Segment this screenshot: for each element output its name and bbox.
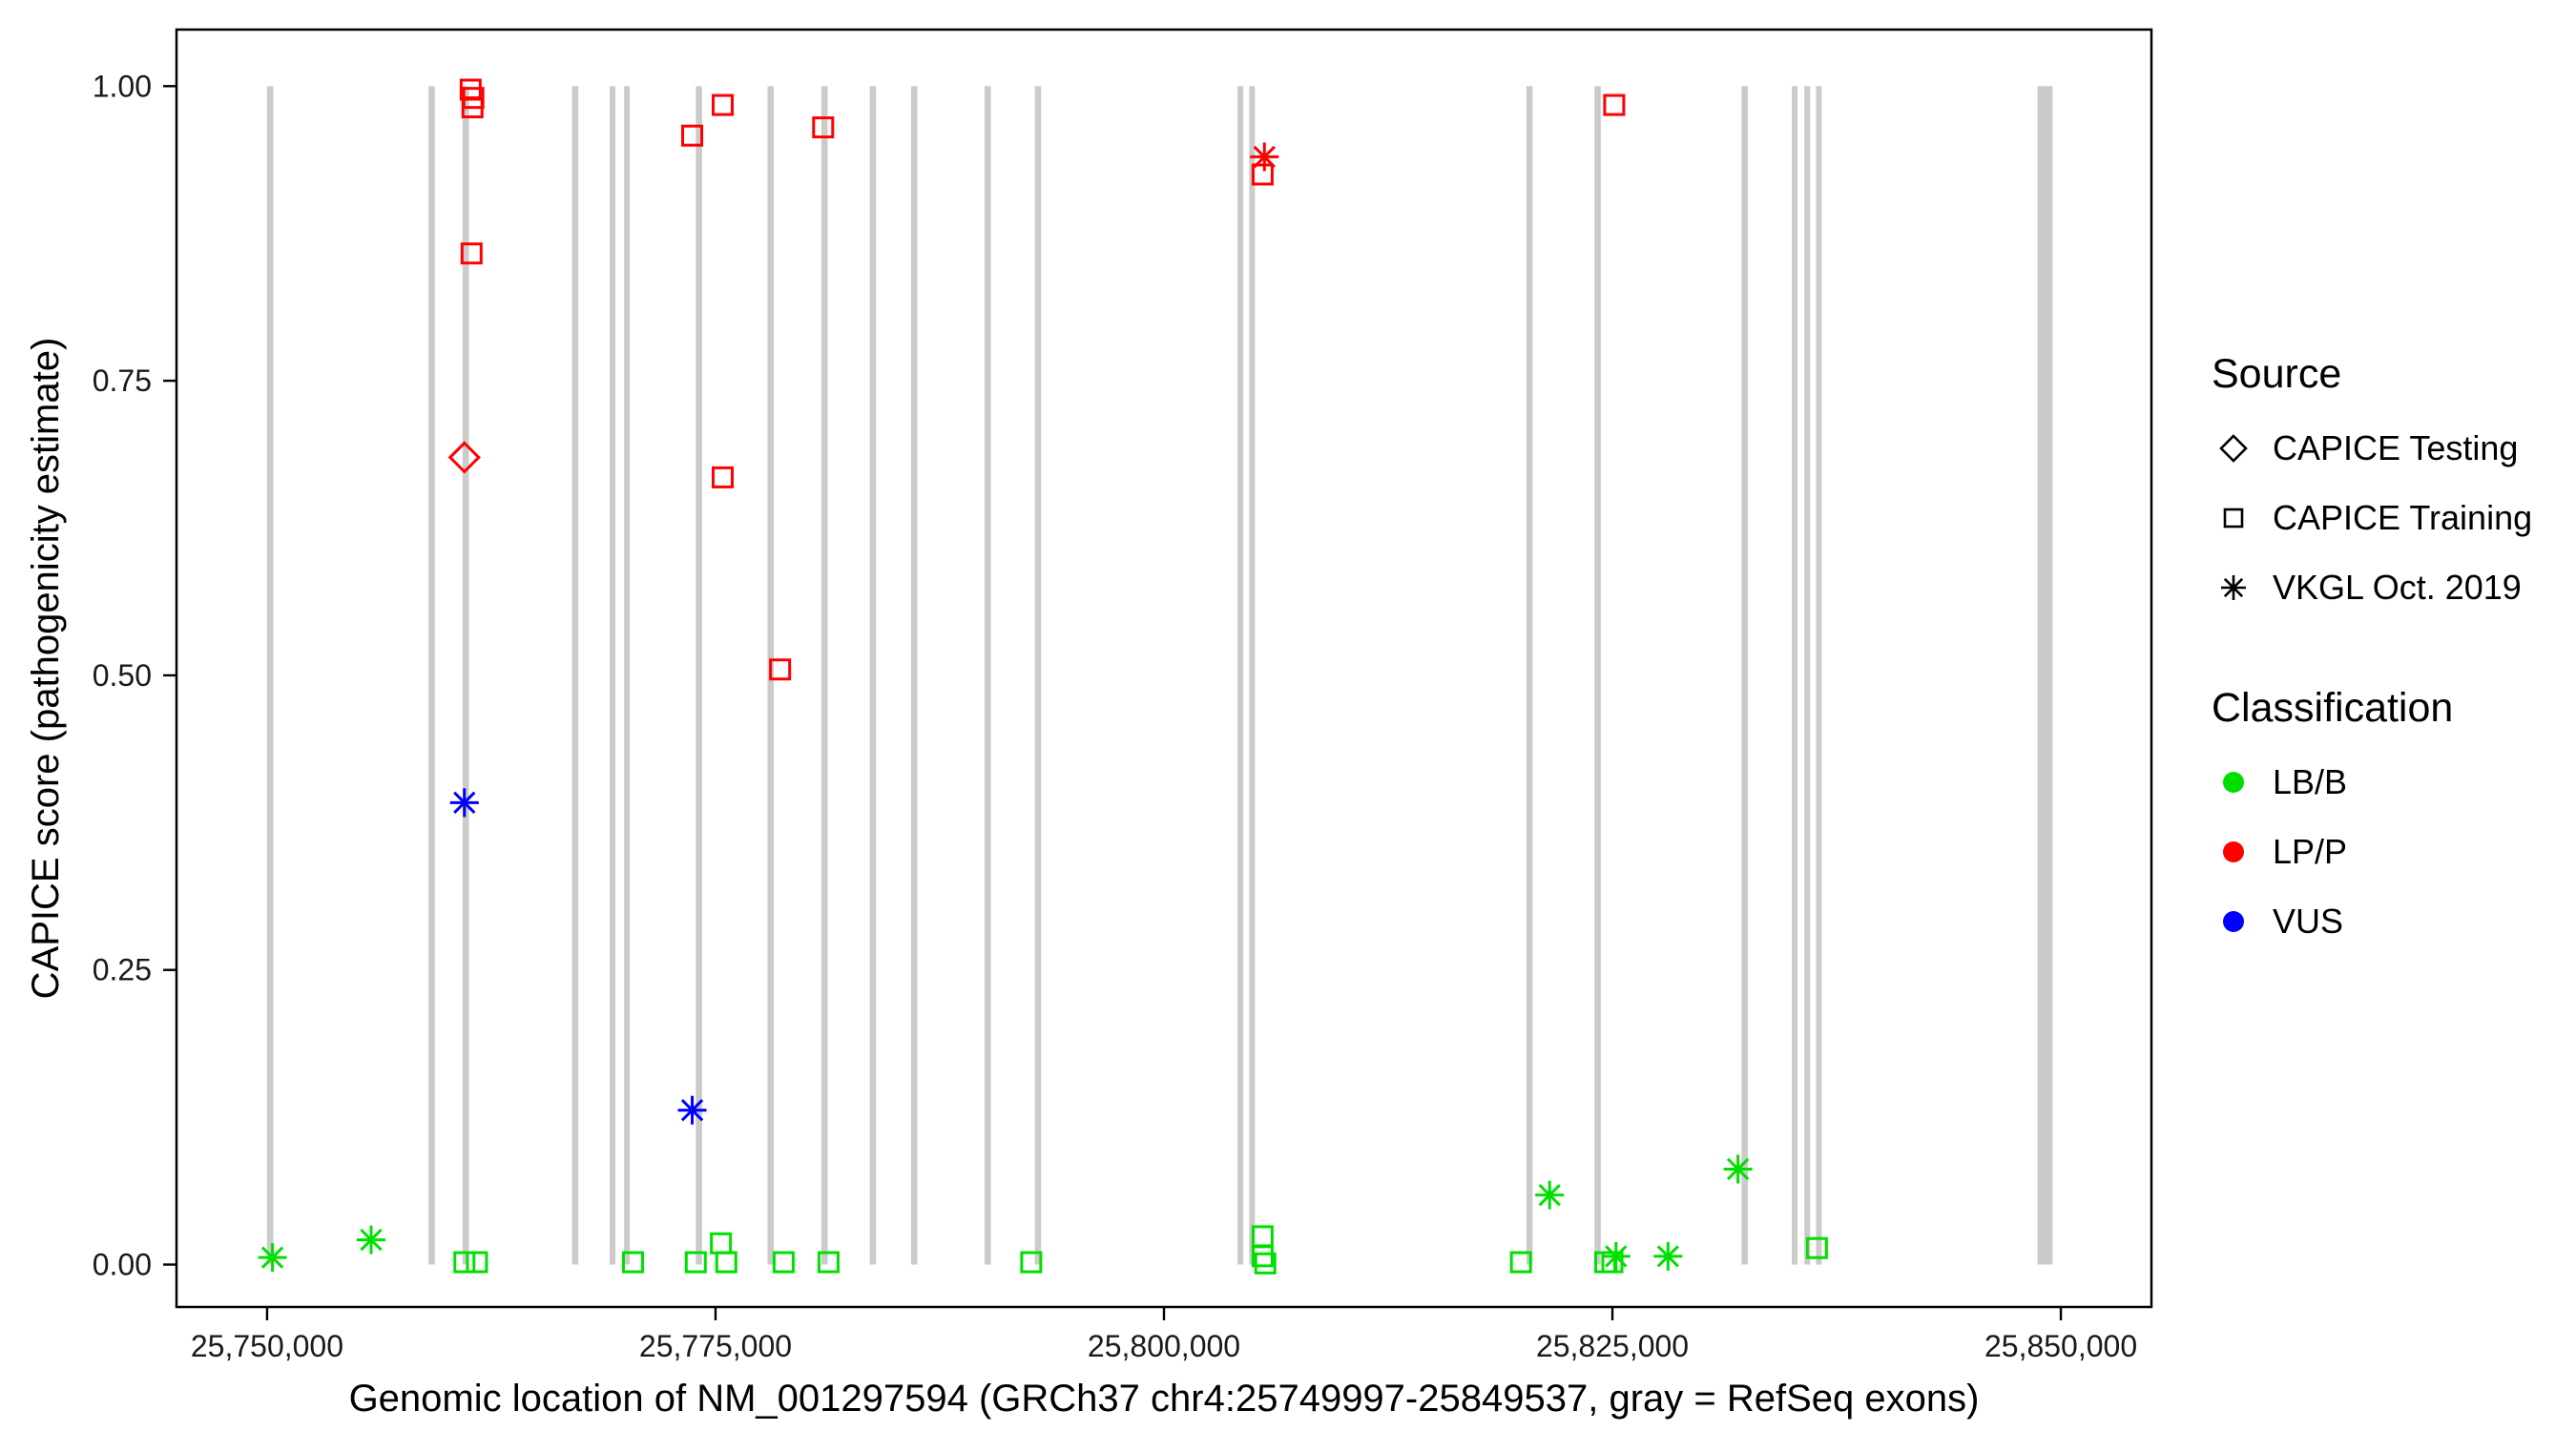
exon-bar (984, 86, 991, 1265)
square-icon (2223, 508, 2244, 528)
legend-item-label: LP/P (2273, 831, 2348, 871)
data-point (1535, 1180, 1565, 1210)
y-tick-label: 0.50 (93, 658, 152, 693)
data-point (769, 658, 792, 681)
y-axis-title: CAPICE score (pathogenicity estimate) (25, 337, 67, 1000)
data-point (461, 96, 484, 119)
circle-icon (2223, 910, 2244, 932)
data-point (1805, 1236, 1828, 1259)
panel-border (175, 28, 2153, 1309)
data-point (1020, 1251, 1043, 1274)
data-point (812, 116, 835, 139)
exon-bar (1741, 86, 1748, 1265)
exon-bar (869, 86, 877, 1265)
data-point (621, 1251, 644, 1274)
asterisk-icon (2221, 574, 2246, 600)
y-tick-label: 0.75 (93, 363, 152, 398)
x-tick-label: 25,825,000 (1536, 1329, 1689, 1363)
legend-source-items: CAPICE Testing CAPICE Training VKGL Oct. 2… (2212, 413, 2532, 622)
data-point (1251, 163, 1274, 186)
exon-bar (1594, 86, 1601, 1265)
exon-bar (1237, 86, 1244, 1265)
exon-bar (1804, 86, 1811, 1265)
data-point (453, 1251, 476, 1274)
legend-item-capice-testing: CAPICE Testing (2212, 413, 2532, 483)
exon-bar (610, 86, 616, 1265)
exon-bar (428, 86, 435, 1265)
legend-classification-title: Classification (2212, 685, 2454, 731)
exon-bar (910, 86, 918, 1265)
data-point (772, 1251, 795, 1274)
exon-bar (821, 86, 828, 1265)
data-point (711, 93, 734, 116)
data-point (1250, 142, 1279, 172)
exon-bar (462, 86, 469, 1265)
x-tick-label: 25,775,000 (639, 1329, 792, 1363)
y-tick-label: 1.00 (93, 69, 152, 103)
data-point (715, 1251, 737, 1274)
exon-bar (1034, 86, 1042, 1265)
data-point (447, 441, 481, 474)
data-point (1603, 93, 1626, 116)
exon-bar (2037, 86, 2053, 1265)
legend-item-vkgl-oct-2019: VKGL Oct. 2019 (2212, 552, 2532, 622)
legend-item-label: VKGL Oct. 2019 (2273, 567, 2522, 607)
data-point (356, 1225, 385, 1255)
legend-item-label: LB/B (2273, 761, 2348, 801)
exon-bar (571, 86, 579, 1265)
legend-item-label: CAPICE Testing (2273, 427, 2519, 467)
data-point (677, 1095, 707, 1125)
exon-bar (1249, 86, 1256, 1265)
legend-item-lb-b: LB/B (2212, 747, 2532, 817)
x-axis-title: Genomic location of NM_001297594 (GRCh37… (348, 1378, 1980, 1420)
exon-bar (1792, 86, 1798, 1265)
diamond-icon (2219, 433, 2248, 463)
data-point (466, 1251, 488, 1274)
legend-item-vus: VUS (2212, 886, 2532, 956)
exon-bar (1526, 86, 1533, 1265)
exon-bar (696, 86, 702, 1265)
circle-icon (2223, 840, 2244, 862)
data-point (710, 1232, 733, 1255)
data-point (1509, 1251, 1532, 1274)
data-point (460, 242, 483, 265)
data-point (1653, 1241, 1683, 1271)
data-point (1251, 1245, 1274, 1268)
exon-bar (1816, 86, 1822, 1265)
data-point (258, 1243, 287, 1273)
data-point (711, 466, 734, 488)
legend-item-capice-training: CAPICE Training (2212, 483, 2532, 552)
data-point (1723, 1154, 1753, 1184)
legend-item-label: CAPICE Training (2273, 497, 2533, 537)
y-tick-label: 0.25 (93, 953, 152, 987)
circle-icon (2223, 771, 2244, 793)
data-point (449, 788, 479, 818)
data-point (817, 1251, 840, 1274)
data-point (1251, 1225, 1274, 1248)
data-point (1254, 1252, 1277, 1275)
legend-item-lp-p: LP/P (2212, 817, 2532, 886)
legend-source-title: Source (2212, 351, 2342, 397)
legend-classification-items: LB/B LP/P VUS (2212, 747, 2532, 956)
x-tick-label: 25,750,000 (191, 1329, 343, 1363)
data-point (1601, 1241, 1631, 1271)
x-tick-label: 25,850,000 (1984, 1329, 2137, 1363)
legend-item-label: VUS (2273, 901, 2344, 941)
legend: Source CAPICE Testing CAPICE Training VKGL… (2212, 351, 2532, 956)
exon-bar (624, 86, 631, 1265)
y-tick-label: 0.00 (93, 1248, 152, 1282)
x-tick-label: 25,800,000 (1088, 1329, 1240, 1363)
data-point (684, 1251, 707, 1274)
exon-bar (266, 86, 274, 1265)
data-point (681, 124, 704, 147)
